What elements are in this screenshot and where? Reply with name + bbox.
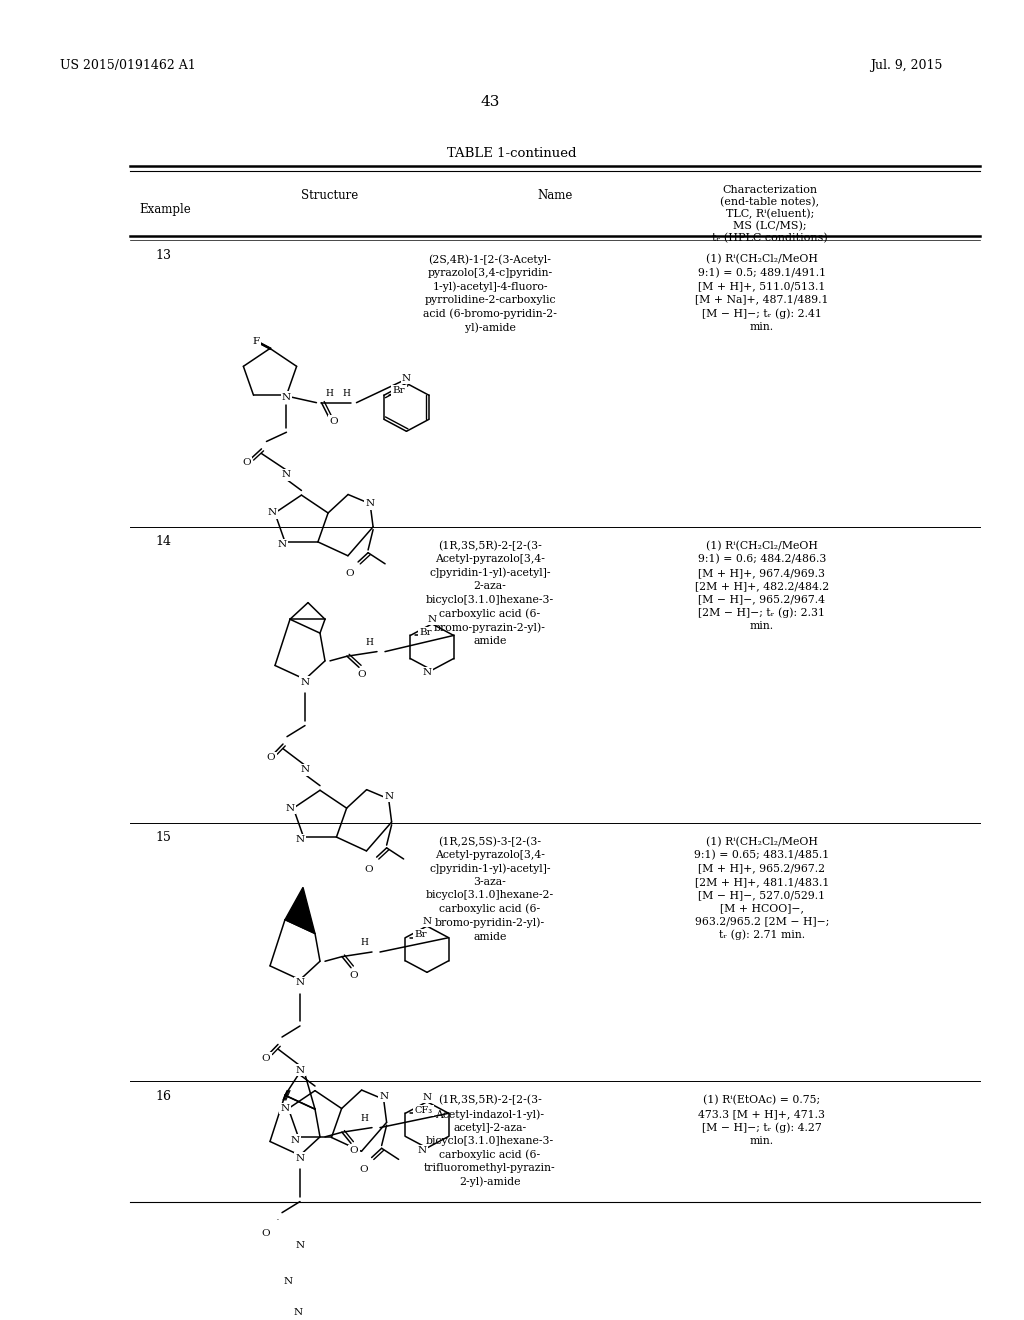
Text: N: N — [366, 499, 375, 508]
Text: O: O — [359, 1166, 368, 1173]
Text: 16: 16 — [155, 1090, 171, 1104]
Text: 43: 43 — [480, 95, 500, 110]
Text: (1) Rⁱ(CH₂Cl₂/MeOH
9:1) = 0.6; 484.2/486.3
[M + H]+, 967.4/969.3
[2M + H]+, 482.: (1) Rⁱ(CH₂Cl₂/MeOH 9:1) = 0.6; 484.2/486… — [695, 541, 829, 631]
Text: Br: Br — [414, 931, 427, 940]
Text: N: N — [427, 615, 436, 624]
Text: O: O — [346, 569, 354, 578]
Text: N: N — [384, 792, 393, 801]
Text: N: N — [296, 978, 304, 987]
Text: O: O — [349, 1146, 358, 1155]
Text: O: O — [357, 671, 367, 680]
Text: H: H — [366, 638, 373, 647]
Text: N: N — [296, 1065, 304, 1074]
Text: (1R,3S,5R)-2-[2-(3-
Acetyl-pyrazolo[3,4-
c]pyridin-1-yl)-acetyl]-
2-aza-
bicyclo: (1R,3S,5R)-2-[2-(3- Acetyl-pyrazolo[3,4-… — [426, 541, 554, 645]
Text: 15: 15 — [155, 832, 171, 843]
Text: O: O — [262, 1229, 270, 1238]
Text: O: O — [262, 1053, 270, 1063]
Text: (1) Rⁱ(CH₂Cl₂/MeOH
9:1) = 0.65; 483.1/485.1
[M + H]+, 965.2/967.2
[2M + H]+, 481: (1) Rⁱ(CH₂Cl₂/MeOH 9:1) = 0.65; 483.1/48… — [694, 837, 829, 940]
Text: N: N — [291, 1135, 300, 1144]
Text: (1R,3S,5R)-2-[2-(3-
Acetyl-indazol-1-yl)-
acetyl]-2-aza-
bicyclo[3.1.0]hexane-3-: (1R,3S,5R)-2-[2-(3- Acetyl-indazol-1-yl)… — [424, 1096, 556, 1187]
Text: O: O — [365, 865, 373, 874]
Text: CF₃: CF₃ — [415, 1106, 432, 1115]
Text: N: N — [278, 540, 287, 549]
Text: N: N — [281, 1104, 290, 1113]
Text: N: N — [296, 1241, 304, 1250]
Text: N: N — [300, 766, 309, 775]
Text: N: N — [286, 804, 295, 813]
Text: TABLE 1-continued: TABLE 1-continued — [447, 147, 577, 160]
Text: Br: Br — [419, 628, 432, 638]
Text: (2S,4R)-1-[2-(3-Acetyl-
pyrazolo[3,4-c]pyridin-
1-yl)-acetyl]-4-fluoro-
pyrrolid: (2S,4R)-1-[2-(3-Acetyl- pyrazolo[3,4-c]p… — [423, 255, 557, 333]
Text: H: H — [360, 1114, 368, 1123]
Text: F: F — [253, 337, 259, 346]
Text: (1R,2S,5S)-3-[2-(3-
Acetyl-pyrazolo[3,4-
c]pyridin-1-yl)-acetyl]-
3-aza-
bicyclo: (1R,2S,5S)-3-[2-(3- Acetyl-pyrazolo[3,4-… — [426, 837, 554, 941]
Text: N: N — [423, 1093, 431, 1102]
Text: Name: Name — [538, 189, 572, 202]
Text: N: N — [296, 836, 305, 845]
Text: O: O — [349, 970, 358, 979]
Text: Characterization
(end-table notes),
TLC, Rⁱ(eluent);
MS (LC/MS);
tᵣ (HPLC condit: Characterization (end-table notes), TLC,… — [712, 185, 827, 243]
Text: H: H — [342, 389, 350, 397]
Text: O: O — [242, 458, 251, 467]
Text: N: N — [282, 470, 291, 479]
Text: Structure: Structure — [301, 189, 358, 202]
Text: N: N — [418, 1146, 427, 1155]
Polygon shape — [285, 887, 315, 933]
Text: N: N — [296, 1154, 304, 1163]
Text: O: O — [329, 417, 338, 425]
Text: H: H — [360, 939, 368, 948]
Text: N: N — [379, 1092, 388, 1101]
Text: Br: Br — [392, 387, 406, 395]
Text: O: O — [266, 754, 275, 763]
Text: N: N — [423, 917, 431, 927]
Text: Jul. 9, 2015: Jul. 9, 2015 — [870, 59, 942, 73]
Text: Example: Example — [139, 202, 190, 215]
Text: N: N — [423, 668, 431, 677]
Text: N: N — [300, 677, 309, 686]
Text: 14: 14 — [155, 536, 171, 548]
Text: H: H — [326, 389, 334, 397]
Text: N: N — [401, 374, 411, 383]
Text: 13: 13 — [155, 248, 171, 261]
Text: (1) Rⁱ(CH₂Cl₂/MeOH
9:1) = 0.5; 489.1/491.1
[M + H]+, 511.0/513.1
[M + Na]+, 487.: (1) Rⁱ(CH₂Cl₂/MeOH 9:1) = 0.5; 489.1/491… — [695, 255, 828, 331]
Text: N: N — [293, 1308, 302, 1317]
Text: N: N — [267, 508, 276, 517]
Text: (1) Rⁱ(EtOAc) = 0.75;
473.3 [M + H]+, 471.3
[M − H]−; tᵣ (g): 4.27
min.: (1) Rⁱ(EtOAc) = 0.75; 473.3 [M + H]+, 47… — [698, 1096, 825, 1146]
Text: N: N — [282, 392, 291, 401]
Text: N: N — [284, 1276, 293, 1286]
Text: US 2015/0191462 A1: US 2015/0191462 A1 — [60, 59, 196, 73]
